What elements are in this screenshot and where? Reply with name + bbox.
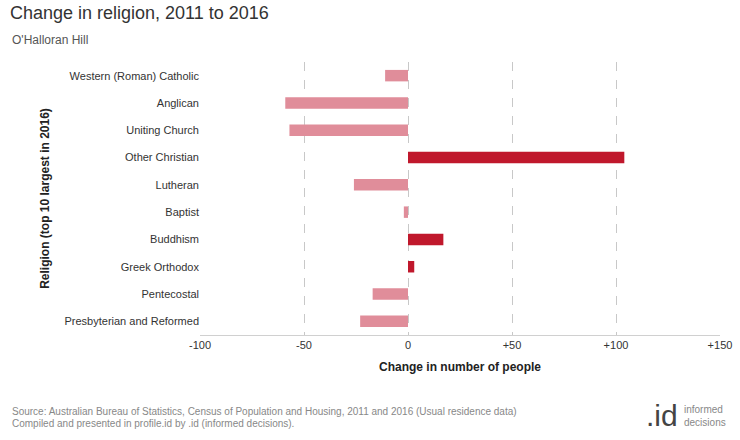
svg-text:Uniting Church: Uniting Church (126, 124, 199, 136)
svg-text:Change in religion, 2011 to 20: Change in religion, 2011 to 2016 (10, 3, 269, 23)
svg-text:Baptist: Baptist (165, 206, 199, 218)
svg-text:+150: +150 (708, 339, 733, 351)
svg-text:O'Halloran Hill: O'Halloran Hill (12, 33, 88, 47)
svg-text:-100: -100 (189, 339, 211, 351)
svg-text:.id: .id (646, 399, 678, 432)
svg-text:Change in number of people: Change in number of people (379, 360, 541, 374)
svg-text:0: 0 (405, 339, 411, 351)
svg-text:informeddecisions: informeddecisions (684, 404, 726, 428)
svg-text:Greek Orthodox: Greek Orthodox (121, 261, 200, 273)
svg-text:-50: -50 (296, 339, 312, 351)
svg-text:+100: +100 (604, 339, 629, 351)
svg-text:Pentecostal: Pentecostal (142, 288, 199, 300)
svg-text:Presbyterian and Reformed: Presbyterian and Reformed (64, 315, 199, 327)
svg-text:Compiled and presented in prof: Compiled and presented in profile.id by … (12, 418, 294, 429)
svg-text:Anglican: Anglican (157, 97, 199, 109)
svg-text:Source: Australian Bureau of S: Source: Australian Bureau of Statistics,… (12, 406, 517, 417)
svg-text:Buddhism: Buddhism (150, 233, 199, 245)
svg-text:Religion (top 10 largest in 20: Religion (top 10 largest in 2016) (38, 108, 52, 289)
svg-text:Western (Roman) Catholic: Western (Roman) Catholic (70, 70, 200, 82)
svg-text:Other Christian: Other Christian (125, 151, 199, 163)
svg-text:+50: +50 (503, 339, 522, 351)
svg-text:Lutheran: Lutheran (156, 179, 199, 191)
